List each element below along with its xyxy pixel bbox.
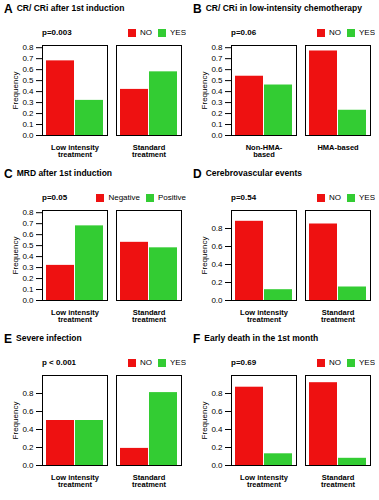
svg-text:0.0: 0.0 [22,131,34,140]
svg-text:0.8: 0.8 [211,389,223,398]
html-text:YES: YES [170,28,186,37]
html-text:D Cerebrovascular events: D Cerebrovascular events [193,167,303,181]
html-text:p < 0.001: p < 0.001 [42,358,76,367]
svg-text:0.1: 0.1 [22,120,34,129]
svg-text:0.0: 0.0 [22,461,34,470]
svg-text:0.0: 0.0 [211,296,223,305]
html-text:p=0.69: p=0.69 [231,358,257,367]
svg-text:0.1: 0.1 [211,120,223,129]
html-text:B CR/ CRi in low-intensity che: B CR/ CRi in low-intensity chemotherapy [193,2,362,16]
svg-text:Standardtreatment: Standardtreatment [321,308,356,325]
svg-text:0.5: 0.5 [22,241,34,250]
svg-text:0.2: 0.2 [22,443,34,452]
svg-text:Low intensitytreatment: Low intensitytreatment [51,308,100,325]
html-text:YES: YES [359,358,375,367]
svg-text:Frequency: Frequency [11,237,20,275]
svg-text:0.7: 0.7 [22,219,34,228]
svg-text:0.8: 0.8 [211,224,223,233]
svg-text:Low intensitytreatment: Low intensitytreatment [51,473,100,490]
svg-text:Standardtreatment: Standardtreatment [132,143,167,160]
html-text:YES: YES [359,28,375,37]
svg-text:Standardtreatment: Standardtreatment [321,473,356,490]
svg-text:0.0: 0.0 [211,461,223,470]
svg-text:0.0: 0.0 [211,131,223,140]
svg-text:0.8: 0.8 [211,43,223,52]
svg-text:0.6: 0.6 [211,242,223,251]
html-text:p=0.54: p=0.54 [231,193,257,202]
svg-text:0.8: 0.8 [22,208,34,217]
html-text:C MRD after 1st induction: C MRD after 1st induction [4,167,113,181]
svg-text:Frequency: Frequency [200,237,209,275]
svg-text:0.2: 0.2 [211,443,223,452]
html-text:NO: NO [329,358,341,367]
svg-text:0.2: 0.2 [22,274,34,283]
svg-text:0.4: 0.4 [22,425,34,434]
svg-text:0.7: 0.7 [22,54,34,63]
svg-text:0.2: 0.2 [211,278,223,287]
svg-text:0.6: 0.6 [22,65,34,74]
svg-text:0.0: 0.0 [22,296,34,305]
svg-text:Low intensitytreatment: Low intensitytreatment [240,473,289,490]
html-text:NO: NO [329,28,341,37]
svg-text:Frequency: Frequency [200,72,209,110]
svg-text:0.4: 0.4 [211,260,223,269]
svg-text:0.4: 0.4 [22,87,34,96]
svg-text:0.6: 0.6 [211,65,223,74]
svg-text:Low intensitytreatment: Low intensitytreatment [51,143,100,160]
svg-text:0.4: 0.4 [211,87,223,96]
svg-text:Frequency: Frequency [11,72,20,110]
svg-text:0.8: 0.8 [22,389,34,398]
svg-text:0.7: 0.7 [211,54,223,63]
html-text:p=0.06: p=0.06 [231,28,257,37]
html-text:E Severe infection: E Severe infection [4,332,82,346]
svg-text:0.2: 0.2 [22,109,34,118]
html-text:NO: NO [140,28,152,37]
svg-text:0.4: 0.4 [211,425,223,434]
svg-text:0.6: 0.6 [211,407,223,416]
html-text:A CR/ CRi after 1st induction: A CR/ CRi after 1st induction [4,2,125,16]
svg-text:0.3: 0.3 [22,98,34,107]
svg-text:0.6: 0.6 [22,407,34,416]
svg-text:Non-HMA-based: Non-HMA-based [246,143,283,160]
html-text:NO: NO [140,358,152,367]
svg-text:0.2: 0.2 [211,109,223,118]
svg-text:0.3: 0.3 [211,98,223,107]
svg-text:0.1: 0.1 [22,285,34,294]
html-text:NO: NO [329,193,341,202]
html-text:Negative: Negative [108,193,140,202]
svg-text:0.5: 0.5 [22,76,34,85]
svg-text:Standardtreatment: Standardtreatment [132,473,167,490]
svg-text:HMA-based: HMA-based [317,143,359,152]
html-text:F Early death in the 1st month: F Early death in the 1st month [193,332,319,346]
svg-text:Frequency: Frequency [200,402,209,440]
svg-text:0.8: 0.8 [22,43,34,52]
html-text:YES: YES [359,193,375,202]
html-text:p=0.003: p=0.003 [42,28,72,37]
html-text:p=0.05: p=0.05 [42,193,68,202]
svg-text:0.5: 0.5 [211,76,223,85]
svg-text:0.6: 0.6 [22,230,34,239]
svg-text:0.3: 0.3 [22,263,34,272]
svg-text:Low intensitytreatment: Low intensitytreatment [240,308,289,325]
svg-text:Standardtreatment: Standardtreatment [132,308,167,325]
svg-text:Frequency: Frequency [11,402,20,440]
html-text:Positive: Positive [158,193,186,202]
svg-text:0.4: 0.4 [22,252,34,261]
html-text:YES: YES [170,358,186,367]
